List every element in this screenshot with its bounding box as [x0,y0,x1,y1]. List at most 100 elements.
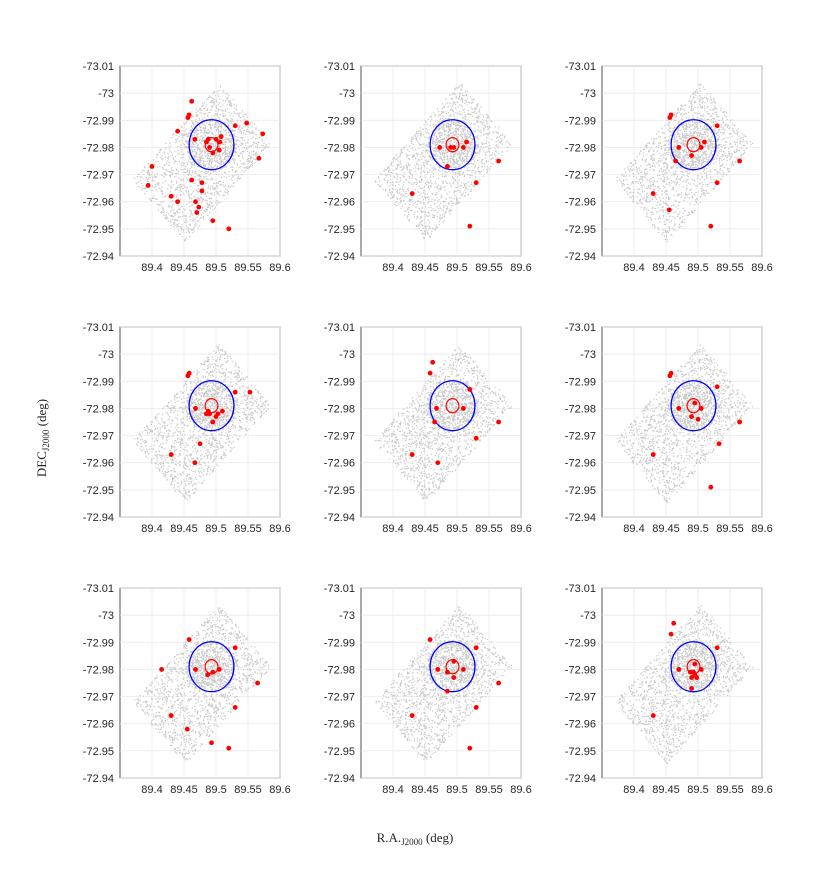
field-star [455,180,456,181]
x-axis-title-main: R.A. [377,830,402,845]
field-star [213,171,214,172]
field-star [412,139,413,140]
field-star [663,171,664,172]
field-star [227,119,228,120]
field-star [180,216,181,217]
field-star [223,116,224,117]
field-star [449,197,450,198]
field-star [387,182,388,183]
field-star [403,200,404,201]
field-star [462,93,463,94]
field-star [470,138,471,139]
field-star [485,155,486,156]
field-star [177,186,178,187]
field-star [151,174,152,175]
field-star [215,202,216,203]
field-star [166,214,167,215]
field-star [438,115,439,116]
field-star [185,218,186,219]
field-star [207,157,208,158]
field-star [180,145,181,146]
field-star [188,228,189,229]
field-star [172,174,173,175]
field-star [213,183,214,184]
field-star [483,134,484,135]
field-star [416,133,417,134]
field-star [627,184,628,185]
field-star [717,173,718,174]
field-star [442,108,443,109]
field-star [217,160,218,161]
field-star [231,146,232,147]
field-star [211,100,212,101]
data-point [169,194,174,199]
field-star [152,185,153,186]
field-star [188,202,189,203]
field-star [661,193,662,194]
field-star [657,227,658,228]
field-star [401,152,402,153]
field-star [157,204,158,205]
field-star [641,202,642,203]
field-star [675,211,676,212]
field-star [423,171,424,172]
field-star [231,180,232,181]
field-star [472,145,473,146]
field-star [423,202,424,203]
field-star [414,165,415,166]
field-star [412,175,413,176]
field-star [480,130,481,131]
field-star [420,177,421,178]
field-star [459,104,460,105]
field-star [232,170,233,171]
field-star [224,157,225,158]
field-star [682,108,683,109]
field-star [209,174,210,175]
field-star [255,146,256,147]
field-star [471,107,472,108]
field-star [474,185,475,186]
field-star [675,113,676,114]
field-star [396,197,397,198]
field-star [425,177,426,178]
field-star [217,162,218,163]
field-star [680,171,681,172]
field-star [439,171,440,172]
field-star [205,106,206,107]
field-star [689,214,690,215]
field-star [248,139,249,140]
field-star [194,226,195,227]
field-star [214,145,215,146]
field-star [477,137,478,138]
field-star [484,143,485,144]
field-star [438,178,439,179]
field-star [429,170,430,171]
field-star [430,121,431,122]
field-star [403,195,404,196]
field-star [180,226,181,227]
field-star [701,190,702,191]
field-star [477,152,478,153]
field-star [661,168,662,169]
field-star [477,117,478,118]
field-star [385,175,386,176]
field-star [198,156,199,157]
field-star [660,178,661,179]
field-star [484,166,485,167]
field-star [233,111,234,112]
field-star [459,152,460,153]
field-star [646,212,647,213]
field-star [209,153,210,154]
field-star [209,130,210,131]
field-star [192,220,193,221]
field-star [141,176,142,177]
field-star [211,202,212,203]
field-star [245,143,246,144]
field-star [446,125,447,126]
field-star [412,201,413,202]
field-star [200,198,201,199]
field-star [459,158,460,159]
field-star [212,167,213,168]
field-star [226,94,227,95]
field-star [449,182,450,183]
